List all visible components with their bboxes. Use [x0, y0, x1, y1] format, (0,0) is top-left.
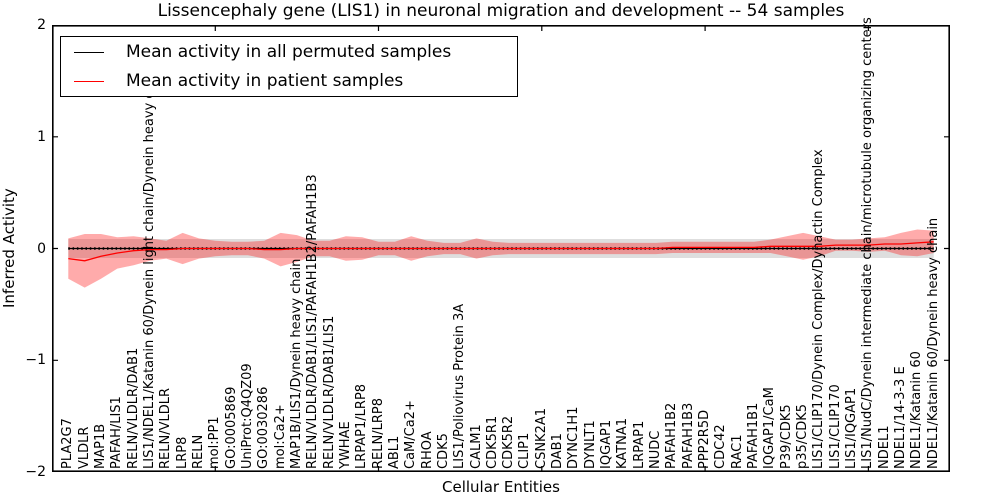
legend-line-black-icon	[74, 51, 104, 53]
x-category-label: MAP1B	[92, 423, 108, 469]
legend-label-patient: Mean activity in patient samples	[126, 71, 404, 91]
x-category-label: RELN	[190, 434, 206, 469]
x-category-label: P39/CDK5	[778, 404, 794, 469]
y-tick-label: 0	[37, 240, 46, 257]
legend-line-red-icon	[74, 80, 104, 82]
x-category-label: LIS1/IQGAP1	[844, 387, 860, 469]
legend-item-patient: Mean activity in patient samples	[74, 69, 517, 93]
x-category-label: NDEL1/14-3-3 E	[893, 366, 909, 469]
x-category-label: DYNLT1	[582, 420, 598, 469]
chart-title: Lissencephaly gene (LIS1) in neuronal mi…	[157, 1, 845, 21]
x-category-label: LIS1/NudC/Dynein intermediate chain/micr…	[860, 17, 876, 469]
x-category-label: GO:0030286	[256, 386, 272, 469]
x-category-label: LRPAP1/LRP8	[354, 383, 370, 469]
y-tick-label: 1	[37, 128, 46, 145]
x-category-label: NDEL1	[876, 425, 892, 469]
x-category-label: IQGAP1/CaM	[762, 387, 778, 469]
x-category-label: CDC42	[713, 424, 729, 469]
tick-marks	[52, 25, 950, 472]
x-category-label: mol:PP1	[207, 416, 223, 469]
x-category-label: PAFAH1B3	[680, 402, 696, 469]
x-category-label: LRP8	[174, 436, 190, 469]
x-category-label: RELN/VLDLR/DAB1	[125, 347, 141, 469]
y-tick-label: −2	[25, 464, 46, 480]
x-category-label: LIS1/Poliovirus Protein 3A	[452, 303, 468, 469]
patient-mean-line	[68, 241, 934, 262]
patient-std-band	[68, 229, 934, 288]
x-category-label: NDEL1/Katanin 60/Dynein heavy chain	[925, 217, 941, 469]
x-category-label: CDK5R1	[484, 415, 500, 469]
x-category-label: MAP1B/LIS1/Dynein heavy chain	[288, 258, 304, 469]
x-category-label: PAFAH/LIS1	[109, 396, 125, 469]
x-category-label: CDK5	[435, 433, 451, 469]
x-category-label: LIS1/NDEL1/Katanin 60/Dynein light chain…	[141, 63, 157, 469]
x-category-label: RAC1	[729, 434, 745, 469]
x-category-label: VLDLR	[76, 426, 92, 469]
x-category-label: RELN/VLDLR/DAB1/LIS1/PAFAH1B2/PAFAH1B3	[305, 174, 321, 469]
x-category-label: PLA2G7	[60, 418, 76, 469]
x-category-label: KATNA1	[615, 417, 631, 469]
x-category-label: PAFAH1B1	[746, 402, 762, 469]
plot-area	[52, 25, 950, 472]
x-category-label: LRPAP1	[631, 420, 647, 469]
x-category-label: CALM1	[468, 424, 484, 469]
plot-border	[52, 25, 950, 472]
x-category-label: IQGAP1	[599, 419, 615, 469]
y-tick-label: −1	[25, 352, 46, 369]
x-category-label: GO:0005869	[223, 386, 239, 469]
x-category-label: PPP2R5D	[697, 409, 713, 469]
x-axis-label: Cellular Entities	[442, 478, 560, 496]
x-category-label: LIS1/CLIP170	[827, 384, 843, 469]
x-category-label: RELN/VLDLR	[158, 387, 174, 469]
x-category-label: NUDC	[648, 430, 664, 469]
x-category-label: LIS1/CLIP170/Dynein Complex/Dynactin Com…	[811, 149, 827, 469]
x-category-label: RHOA	[419, 431, 435, 469]
x-category-label: CLIP1	[517, 432, 533, 469]
x-category-label: CaM/Ca2+	[403, 400, 419, 469]
y-tick-label: 2	[37, 17, 46, 33]
x-category-label: mol:Ca2+	[272, 404, 288, 469]
legend: Mean activity in all permuted samples Me…	[60, 36, 518, 97]
x-category-label: p35/CDK5	[795, 403, 811, 469]
legend-label-permuted: Mean activity in all permuted samples	[126, 42, 452, 62]
x-category-label: DAB1	[550, 433, 566, 469]
x-category-label: CDK5R2	[501, 415, 517, 469]
x-category-label: PAFAH1B2	[664, 402, 680, 469]
x-category-label: NDEL1/Katanin 60	[909, 351, 925, 469]
x-category-label: ABL1	[386, 435, 402, 469]
x-category-label: RELN/VLDLR/DAB1/LIS1	[321, 315, 337, 469]
x-category-label: UniProt:Q4QZ09	[239, 363, 255, 469]
legend-item-permuted: Mean activity in all permuted samples	[74, 40, 517, 64]
x-category-label: DYNC1H1	[566, 406, 582, 469]
x-category-label: YWHAE	[337, 421, 353, 469]
x-category-label: CSNK2A1	[533, 407, 549, 469]
x-category-label: RELN/LRP8	[370, 398, 386, 469]
